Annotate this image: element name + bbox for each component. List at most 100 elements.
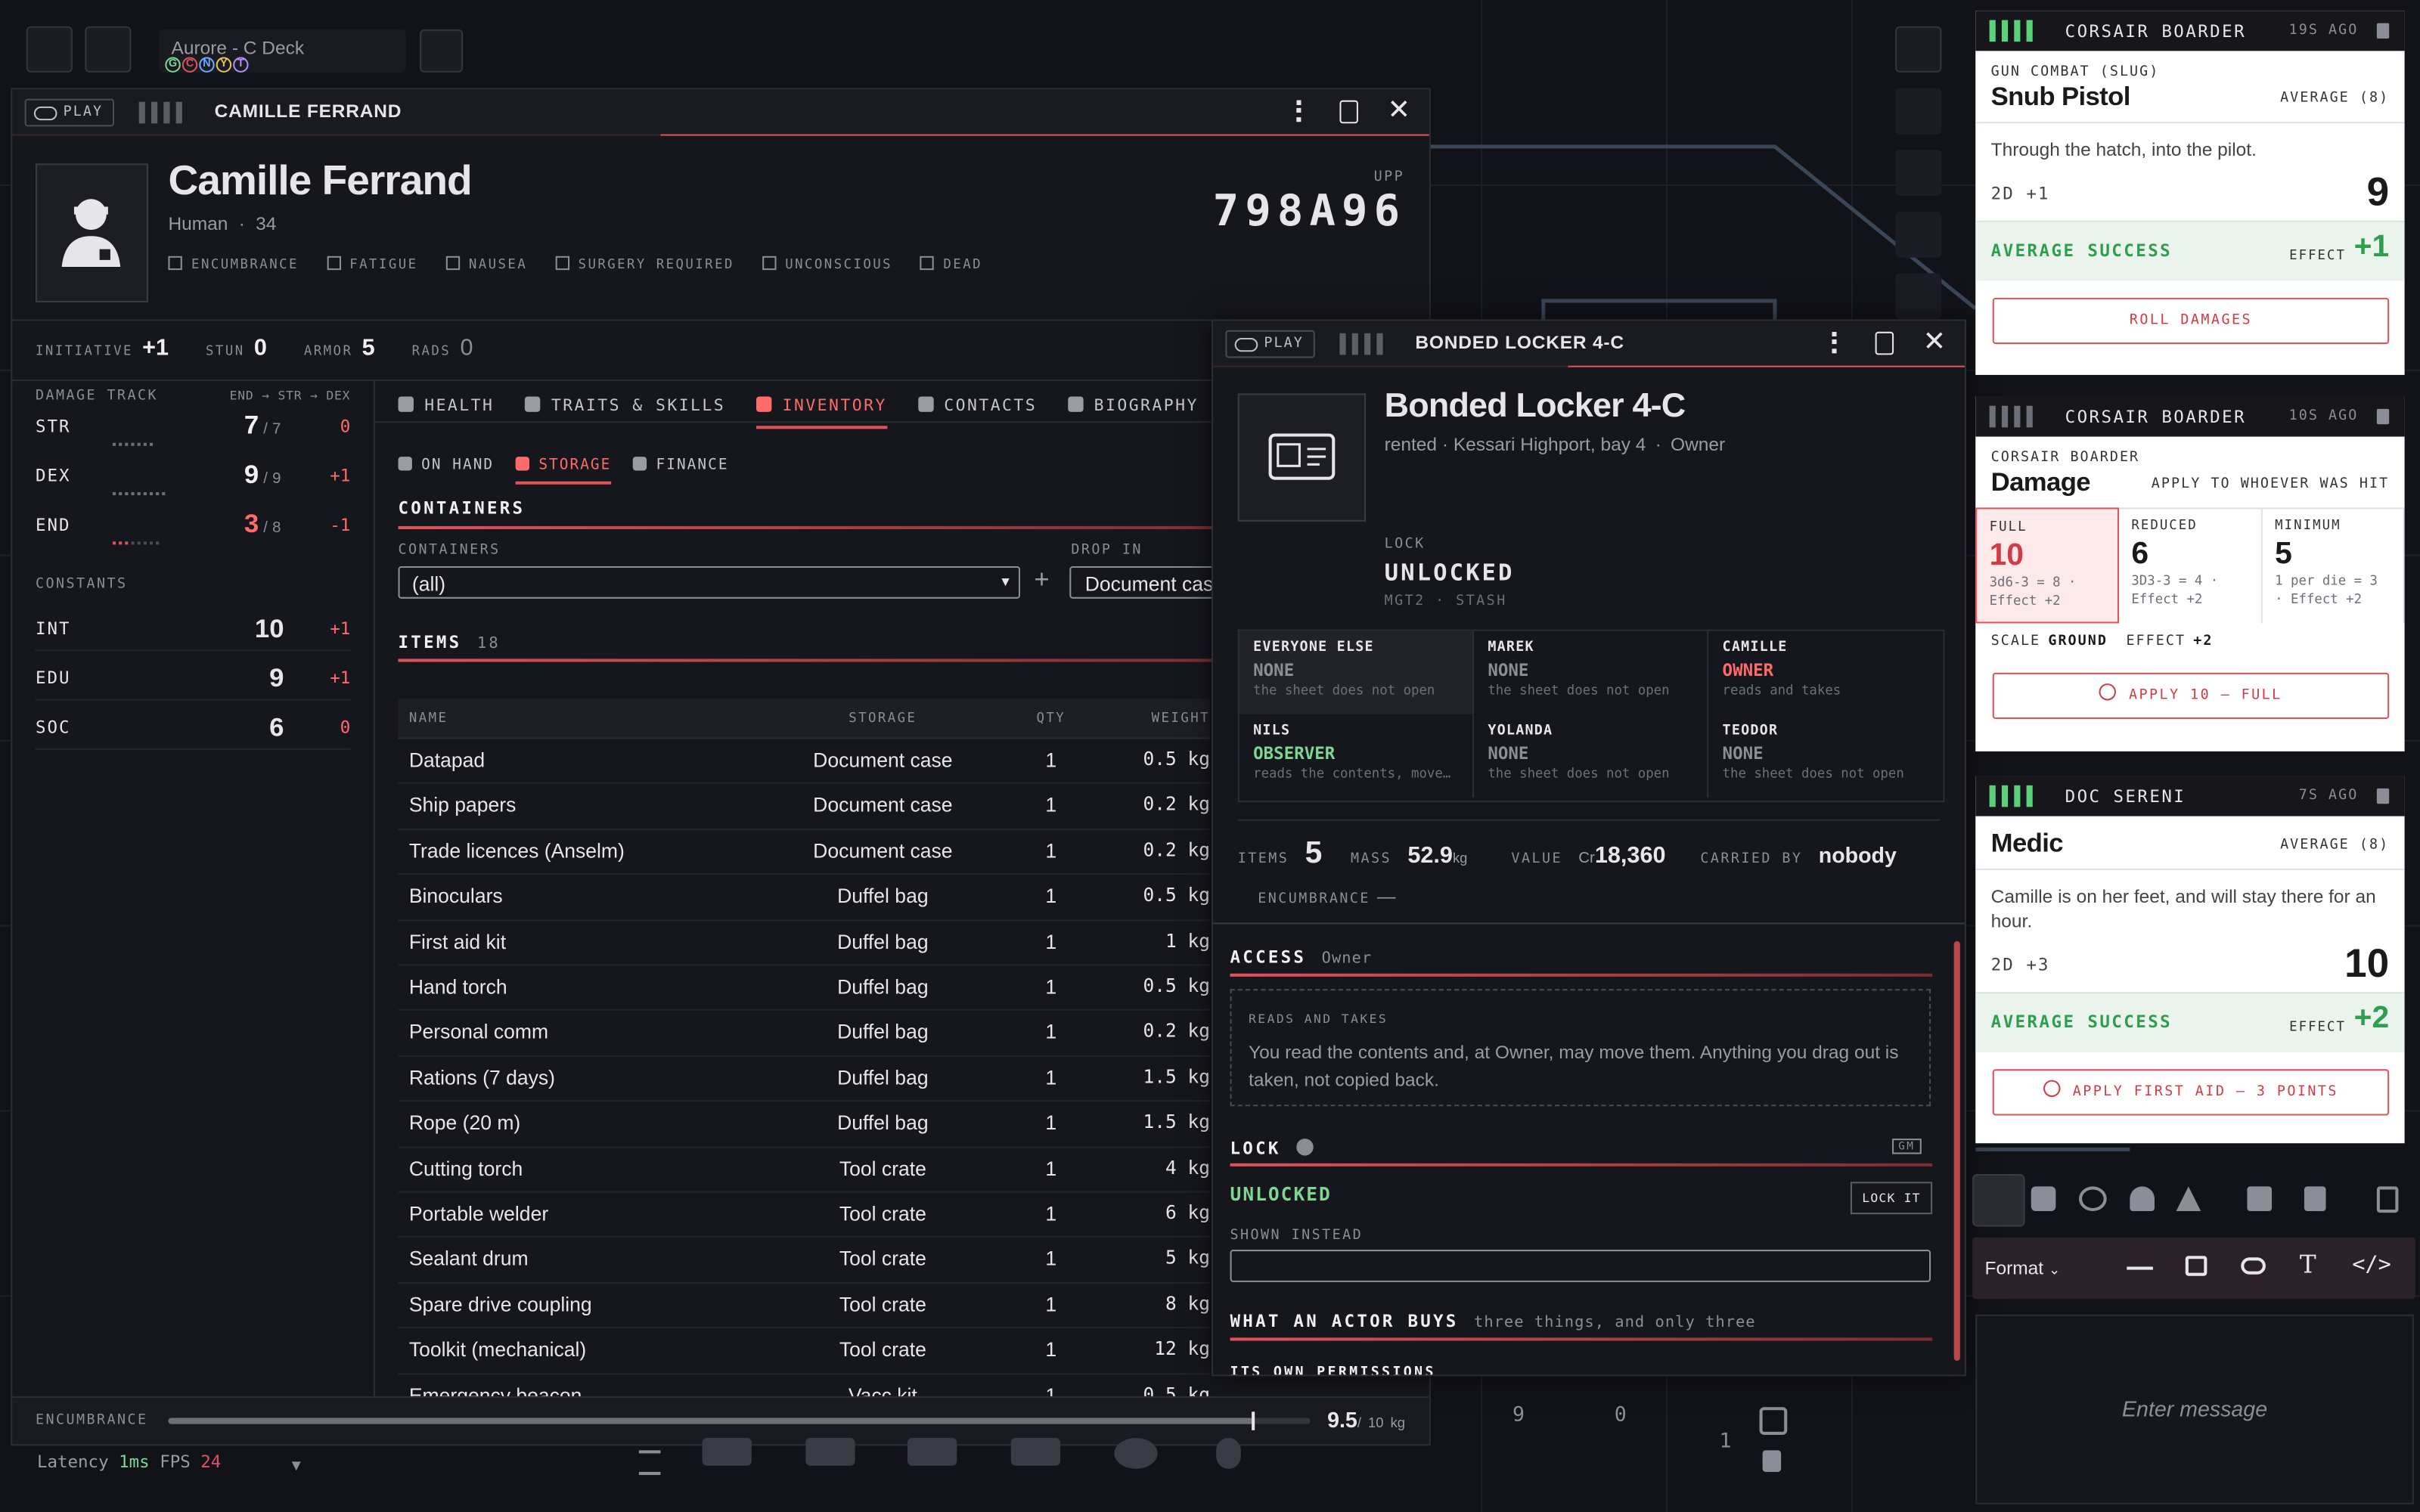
tab[interactable]: INVENTORY — [755, 390, 887, 429]
condition[interactable]: NAUSEA — [445, 249, 527, 275]
format-menu[interactable]: Format ⌄ — [1984, 1257, 2060, 1279]
item-row[interactable]: Personal comm Duffel bag 1 0.2 kg — [398, 1009, 1210, 1057]
item-row[interactable]: Sealant drum Tool crate 1 5 kg — [398, 1236, 1210, 1284]
map-tab[interactable] — [1895, 149, 1942, 197]
card-button[interactable]: ROLL DAMAGES — [1992, 297, 2390, 345]
close-button[interactable]: ✕ — [1387, 94, 1411, 125]
delete-button[interactable] — [2304, 1186, 2326, 1212]
add-button[interactable]: + — [1034, 564, 1050, 594]
message-input[interactable]: Enter message — [1975, 1314, 2414, 1504]
shown-input[interactable] — [1230, 1250, 1931, 1282]
lock-icon[interactable] — [1759, 1407, 1788, 1435]
item-qty: 1 — [1045, 793, 1057, 817]
item-row[interactable]: Datapad Document case 1 0.5 kg — [398, 738, 1210, 785]
sheet-button[interactable] — [1875, 331, 1894, 355]
toolbar-button[interactable] — [2031, 1186, 2056, 1212]
container-select[interactable]: (all) ▾ — [398, 565, 1020, 599]
menu-button[interactable] — [1832, 331, 1841, 354]
rule-button[interactable] — [2127, 1266, 2153, 1270]
damage-dot — [149, 541, 154, 545]
condition[interactable]: FATIGUE — [326, 249, 418, 275]
condition[interactable]: UNCONSCIOUS — [762, 249, 892, 275]
permission[interactable]: CAMILLE OWNER reads and takes — [1708, 631, 1943, 714]
dock-icon[interactable] — [1114, 1438, 1158, 1469]
window-header[interactable]: PLAY CAMILLE FERRAND ✕ — [12, 89, 1429, 136]
play-toggle[interactable]: PLAY — [1225, 330, 1315, 358]
clear-format-button[interactable]: T — [2299, 1250, 2316, 1279]
condition[interactable]: DEAD — [920, 249, 982, 275]
item-row[interactable]: Ship papers Document case 1 0.2 kg — [398, 782, 1210, 830]
item-row[interactable]: Rope (20 m) Duffel bag 1 1.5 kg — [398, 1100, 1210, 1148]
item-row[interactable]: Toolkit (mechanical) Tool crate 1 12 kg — [398, 1327, 1210, 1374]
vital-label: RADS — [411, 344, 451, 360]
dock-icon[interactable] — [805, 1438, 855, 1466]
toolbar-button[interactable] — [1972, 1174, 2025, 1227]
tab[interactable]: BIOGRAPHY — [1067, 390, 1199, 429]
save-button[interactable] — [2247, 1186, 2273, 1212]
dock-icon[interactable] — [1010, 1438, 1061, 1466]
scrollbar[interactable] — [1953, 940, 1960, 1361]
item-row[interactable]: Cutting torch Tool crate 1 4 kg — [398, 1145, 1210, 1193]
item-row[interactable]: Rations (7 days) Duffel bag 1 1.5 kg — [398, 1055, 1210, 1102]
item-row[interactable]: Hand torch Duffel bag 1 0.5 kg — [398, 965, 1210, 1012]
drop-select[interactable]: Document case — [1069, 565, 1255, 599]
item-row[interactable]: First aid kit Duffel bag 1 1 kg — [398, 919, 1210, 966]
card-delete[interactable] — [2376, 23, 2390, 39]
dock-icon[interactable] — [907, 1438, 957, 1466]
code-button[interactable]: </> — [2352, 1253, 2391, 1278]
user-button[interactable] — [26, 26, 73, 73]
tab[interactable]: HEALTH — [398, 390, 495, 429]
combat-tab[interactable] — [1895, 88, 1942, 135]
item-row[interactable]: Trade licences (Anselm) Document case 1 0.2… — [398, 829, 1210, 875]
permission[interactable]: EVERYONE ELSE NONE the sheet does not open — [1239, 631, 1474, 714]
tab[interactable]: CONTACTS — [917, 390, 1038, 429]
item-row[interactable]: Emergency beacon Vacc kit 1 0.5 kg — [399, 1372, 1210, 1398]
permission[interactable]: NILS OBSERVER reads the contents, move… — [1239, 714, 1474, 798]
item-row[interactable]: Portable welder Tool crate 1 6 kg — [398, 1191, 1210, 1238]
sheet-button[interactable] — [1339, 100, 1358, 124]
chat-tab[interactable] — [1895, 26, 1942, 73]
menu-button[interactable] — [1296, 100, 1305, 122]
item-row[interactable]: Binoculars Duffel bag 1 0.5 kg — [398, 873, 1210, 921]
dock-icon[interactable] — [1216, 1438, 1241, 1469]
card-delete[interactable] — [2376, 408, 2390, 425]
fullscreen-button[interactable] — [85, 26, 132, 73]
toolbar-button[interactable] — [2130, 1186, 2155, 1212]
card-button[interactable]: APPLY 10 — FULL — [1992, 672, 2390, 720]
encumbrance-track — [168, 1411, 1311, 1430]
status-dropdown[interactable]: ▼ — [288, 1458, 304, 1476]
permission[interactable]: MAREK NONE the sheet does not open — [1474, 631, 1709, 714]
damage-option[interactable]: FULL 10 3d6-3 = 8 · Effect +2 — [1975, 507, 2120, 624]
permission[interactable]: TEODOR NONE the sheet does not open — [1708, 714, 1943, 798]
subtab[interactable]: STORAGE — [515, 449, 612, 485]
actors-tab[interactable] — [1895, 273, 1942, 320]
dock-icon[interactable] — [702, 1438, 752, 1466]
stat-label: ITEMS — [1237, 851, 1289, 867]
export-button[interactable] — [2376, 1186, 2399, 1213]
link-button[interactable] — [2241, 1257, 2266, 1275]
damage-dot — [137, 541, 141, 545]
image-button[interactable] — [2185, 1256, 2207, 1276]
condition[interactable]: ENCUMBRANCE — [168, 249, 298, 275]
item-row[interactable]: Spare drive coupling Tool crate 1 8 kg — [398, 1282, 1210, 1329]
close-button[interactable]: ✕ — [1922, 325, 1947, 357]
dropdown-button[interactable] — [420, 29, 464, 73]
play-toggle[interactable]: PLAY — [24, 98, 114, 127]
permission[interactable]: YOLANDA NONE the sheet does not open — [1474, 714, 1709, 798]
lock-button[interactable]: LOCK IT — [1850, 1182, 1933, 1215]
card-button[interactable]: APPLY FIRST AID — 3 POINTS — [1992, 1069, 2390, 1116]
subtab[interactable]: FINANCE — [632, 449, 729, 485]
tab[interactable]: TRAITS & SKILLS — [525, 390, 725, 429]
condition[interactable]: SURGERY REQUIRED — [554, 249, 734, 275]
card-delete[interactable] — [2376, 788, 2390, 804]
dock-menu[interactable] — [638, 1450, 661, 1476]
window-header[interactable]: PLAY BONDED LOCKER 4-C ✕ — [1213, 321, 1965, 367]
damage-option[interactable]: MINIMUM 5 1 per die = 3 · Effect +2 — [2263, 507, 2405, 624]
trash-icon[interactable] — [1762, 1450, 1782, 1472]
subtab[interactable]: ON HAND — [398, 449, 495, 485]
damage-option[interactable]: REDUCED 6 3D3-3 = 4 · Effect +2 — [2119, 507, 2263, 624]
toolbar-button[interactable] — [2078, 1186, 2107, 1212]
items-tab[interactable] — [1895, 211, 1942, 258]
damage-dot — [131, 492, 135, 496]
info-icon[interactable] — [1296, 1139, 1314, 1156]
